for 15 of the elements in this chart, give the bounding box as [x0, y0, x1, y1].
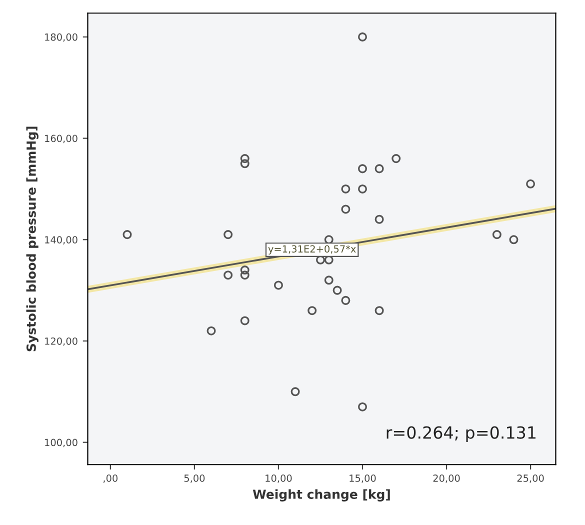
y-axis-title: Systolic blood pressure [mmHg] — [26, 126, 38, 352]
y-tick-label: 100,00 — [45, 438, 78, 448]
annotation: r=0.264; p=0.131 — [386, 426, 536, 442]
y-tick-label: 180,00 — [45, 33, 78, 42]
x-tick-label: 15,00 — [350, 474, 376, 483]
x-tick-label: 10,00 — [266, 474, 292, 483]
y-tick-label: 120,00 — [45, 337, 78, 346]
x-axis-title: Weight change [kg] — [252, 489, 390, 502]
y-tick-label: 160,00 — [45, 134, 78, 144]
x-tick-label: ,00 — [103, 474, 118, 483]
x-tick-label: 5,00 — [184, 474, 205, 483]
annotation: y=1,31E2+0,57*x — [268, 245, 356, 254]
y-tick-label: 140,00 — [45, 236, 78, 244]
x-tick-label: 20,00 — [433, 474, 460, 483]
x-tick-label: 25,00 — [517, 474, 544, 483]
